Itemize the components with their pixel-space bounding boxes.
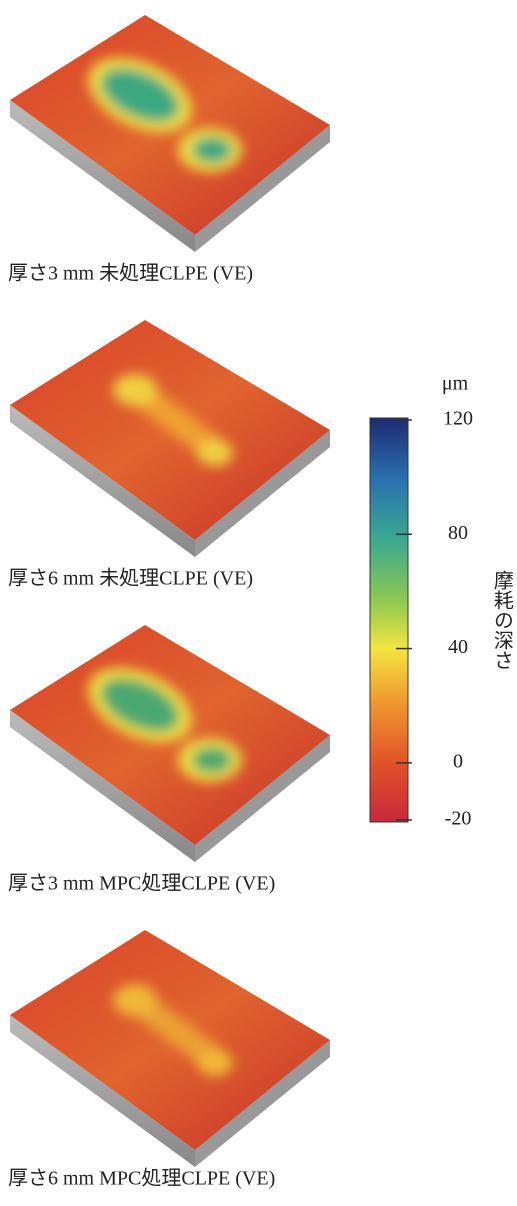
wear-core	[192, 137, 232, 163]
wear-core	[113, 374, 157, 406]
panel-caption: 厚さ6 mm 未処理CLPE (VE)	[8, 567, 253, 590]
wear-core	[197, 1050, 233, 1076]
wear-core	[192, 747, 232, 773]
panel-caption: 厚さ3 mm 未処理CLPE (VE)	[8, 262, 253, 285]
figure: μm 摩耗の深さ 120 80 40 0 -20 厚さ3 mm 未処理CLPE (VE) 厚…	[0, 0, 517, 1201]
wear-core	[197, 440, 233, 466]
colorbar-unit: μm	[442, 373, 469, 395]
tick-label: 40	[448, 636, 468, 658]
panel-caption: 厚さ3 mm MPC処理CLPE (VE)	[8, 872, 275, 895]
wear-core	[113, 984, 157, 1016]
surface-panel	[10, 625, 330, 862]
panel-caption: 厚さ6 mm MPC処理CLPE (VE)	[8, 1167, 275, 1190]
colorbar	[370, 418, 408, 822]
tick-label: -20	[445, 808, 472, 830]
surface-panel	[10, 320, 330, 557]
surface-panel	[10, 15, 330, 252]
tick-label: 120	[443, 408, 473, 430]
colorbar-label: 摩耗の深さ	[490, 570, 513, 670]
surface-panel	[10, 930, 330, 1167]
tick-label: 0	[453, 750, 463, 772]
tick-label: 80	[448, 522, 468, 544]
